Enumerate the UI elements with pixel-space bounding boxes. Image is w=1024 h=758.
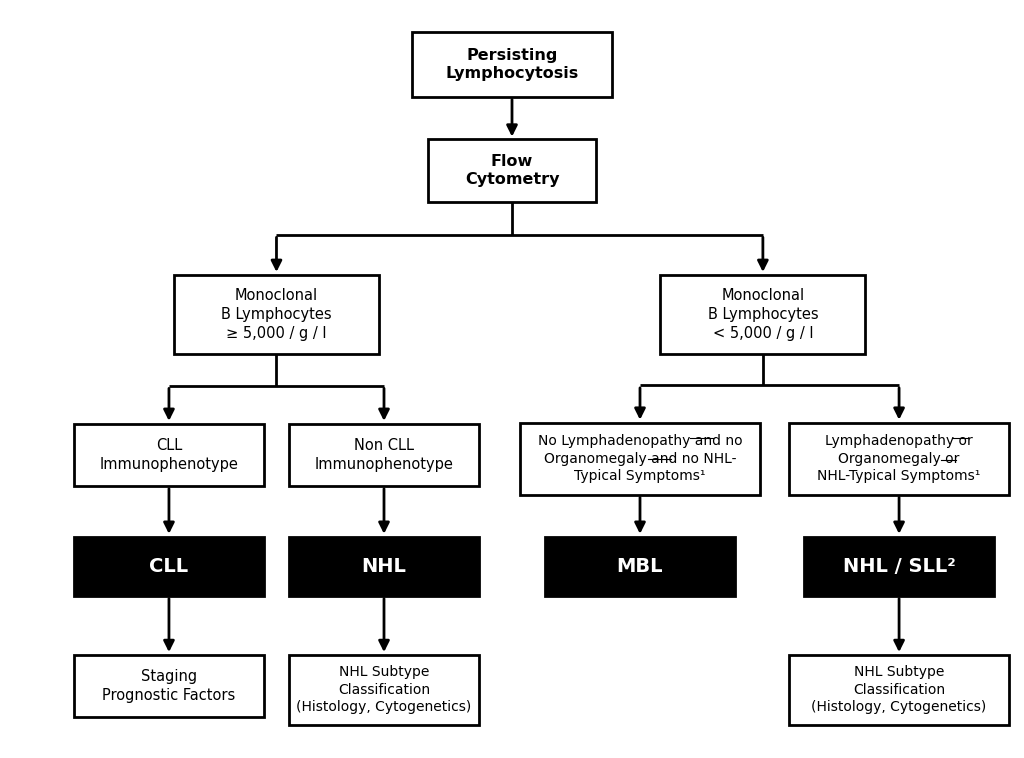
Text: Non CLL
Immunophenotype: Non CLL Immunophenotype: [314, 438, 454, 471]
Text: MBL: MBL: [616, 556, 664, 576]
Text: Monoclonal
B Lymphocytes
< 5,000 / g / l: Monoclonal B Lymphocytes < 5,000 / g / l: [708, 289, 818, 340]
Text: Flow
Cytometry: Flow Cytometry: [465, 154, 559, 187]
Text: NHL Subtype
Classification
(Histology, Cytogenetics): NHL Subtype Classification (Histology, C…: [296, 666, 472, 714]
Text: No Lymphadenopathy and no
Organomegaly and no NHL-
Typical Symptoms¹: No Lymphadenopathy and no Organomegaly a…: [538, 434, 742, 483]
FancyBboxPatch shape: [545, 537, 735, 596]
FancyBboxPatch shape: [428, 139, 596, 202]
Text: Lymphadenopathy or
Organomegaly or
NHL-Typical Symptoms¹: Lymphadenopathy or Organomegaly or NHL-T…: [817, 434, 981, 483]
FancyBboxPatch shape: [75, 424, 264, 486]
FancyBboxPatch shape: [788, 423, 1009, 494]
FancyBboxPatch shape: [520, 423, 760, 494]
FancyBboxPatch shape: [289, 655, 478, 725]
Text: NHL / SLL²: NHL / SLL²: [843, 556, 955, 576]
Text: NHL: NHL: [361, 556, 407, 576]
Text: Persisting
Lymphocytosis: Persisting Lymphocytosis: [445, 48, 579, 81]
FancyBboxPatch shape: [788, 655, 1009, 725]
FancyBboxPatch shape: [660, 275, 865, 355]
Text: NHL Subtype
Classification
(Histology, Cytogenetics): NHL Subtype Classification (Histology, C…: [811, 666, 987, 714]
FancyBboxPatch shape: [174, 275, 379, 355]
FancyBboxPatch shape: [289, 424, 478, 486]
FancyBboxPatch shape: [805, 537, 993, 596]
Text: Monoclonal
B Lymphocytes
≥ 5,000 / g / l: Monoclonal B Lymphocytes ≥ 5,000 / g / l: [221, 289, 332, 340]
Text: CLL
Immunophenotype: CLL Immunophenotype: [99, 438, 239, 471]
Text: CLL: CLL: [150, 556, 188, 576]
FancyBboxPatch shape: [412, 33, 611, 97]
FancyBboxPatch shape: [75, 655, 264, 717]
FancyBboxPatch shape: [75, 537, 264, 596]
Text: Staging
Prognostic Factors: Staging Prognostic Factors: [102, 669, 236, 703]
FancyBboxPatch shape: [289, 537, 478, 596]
